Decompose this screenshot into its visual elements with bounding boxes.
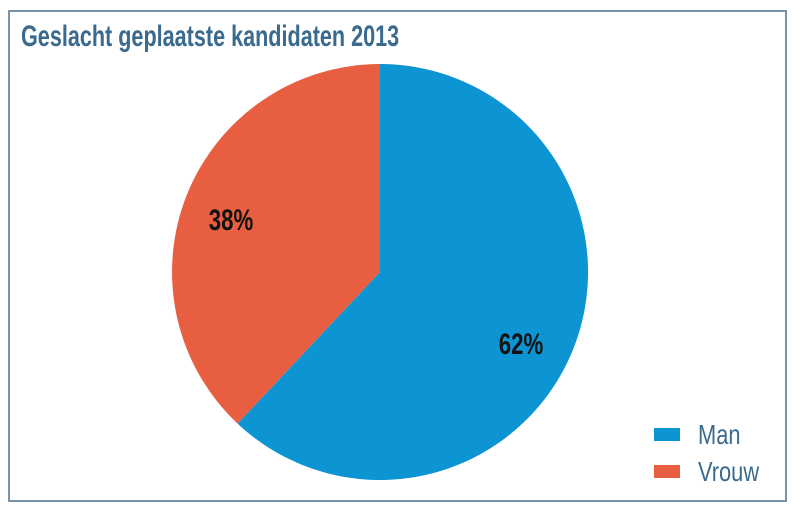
legend-label-man: Man	[698, 418, 741, 450]
legend-label-vrouw: Vrouw	[698, 455, 760, 487]
legend-swatch-man-rect	[654, 428, 680, 441]
legend-item-vrouw: Vrouw	[654, 453, 776, 490]
chart-title: Geslacht geplaatste kandidaten 2013	[21, 20, 400, 53]
pie-slice-vrouw	[172, 64, 380, 424]
legend-item-man: Man	[654, 416, 776, 453]
legend-swatch-vrouw-rect	[654, 465, 680, 478]
legend-swatch-man	[654, 428, 680, 441]
legend-swatch-vrouw	[654, 465, 680, 478]
pie-slice-man	[237, 64, 589, 480]
legend: Man Vrouw	[654, 416, 776, 490]
data-label-vrouw: 38%	[208, 204, 254, 237]
data-label-man: 62%	[498, 328, 544, 361]
